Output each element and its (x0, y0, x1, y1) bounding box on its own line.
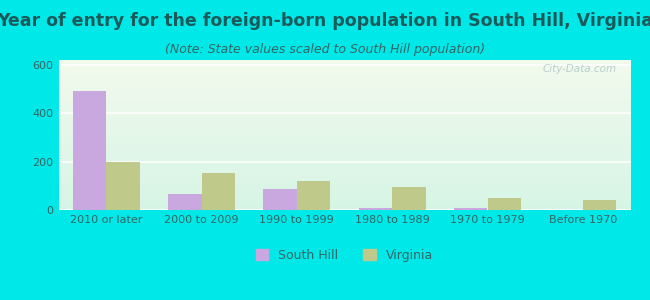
Bar (359, 208, 392, 210)
Bar (73, 92, 106, 210)
Bar (263, 189, 297, 210)
Bar (583, 200, 616, 210)
Bar (454, 208, 488, 210)
Bar (168, 194, 202, 210)
Legend: South Hill, Virginia: South Hill, Virginia (251, 244, 438, 267)
Bar (202, 172, 235, 210)
Text: City-Data.com: City-Data.com (542, 64, 616, 74)
Bar (106, 162, 140, 210)
Text: (Note: State values scaled to South Hill population): (Note: State values scaled to South Hill… (165, 44, 485, 56)
Bar (488, 198, 521, 210)
Bar (392, 187, 426, 210)
Bar (297, 181, 330, 210)
Text: Year of entry for the foreign-born population in South Hill, Virginia: Year of entry for the foreign-born popul… (0, 12, 650, 30)
